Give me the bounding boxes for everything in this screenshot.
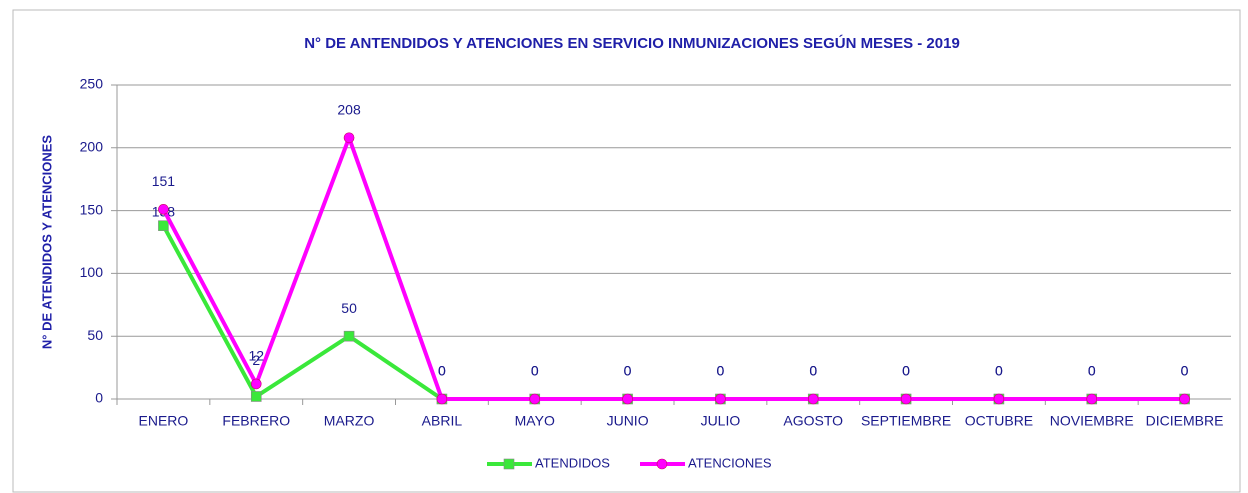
x-tick-label: OCTUBRE <box>965 413 1033 429</box>
legend-label: ATENDIDOS <box>535 455 610 470</box>
data-label: 151 <box>152 173 176 189</box>
data-label: 2 <box>252 352 260 368</box>
data-label: 0 <box>717 363 725 379</box>
data-label: 0 <box>1181 363 1189 379</box>
y-axis-label: N° DE ATENDIDOS Y ATENCIONES <box>39 135 54 350</box>
marker <box>715 393 726 405</box>
x-tick-label: DICIEMBRE <box>1146 413 1224 429</box>
marker <box>343 330 355 342</box>
x-tick-label: SEPTIEMBRE <box>861 413 951 429</box>
chart-title: N° DE ANTENDIDOS Y ATENCIONES EN SERVICI… <box>304 34 960 52</box>
chart-border <box>12 9 1241 493</box>
y-tick-label: 50 <box>87 327 103 343</box>
y-tick-label: 150 <box>80 201 104 217</box>
data-label: 0 <box>902 363 910 379</box>
data-label: 0 <box>438 363 446 379</box>
marker <box>250 391 262 402</box>
x-tick-label: JULIO <box>701 413 741 429</box>
data-label: 0 <box>1181 363 1189 379</box>
x-tick-label: JUNIO <box>607 413 649 429</box>
marker <box>158 220 169 231</box>
marker <box>900 393 912 405</box>
y-tick-label: 200 <box>80 139 104 155</box>
marker <box>1179 393 1190 405</box>
x-tick-label: MARZO <box>324 413 375 429</box>
y-tick-label: 0 <box>95 390 103 406</box>
data-label: 0 <box>624 363 632 379</box>
data-label: 50 <box>341 300 357 316</box>
data-label: 0 <box>531 363 539 379</box>
marker <box>1086 393 1098 405</box>
marker <box>807 393 819 405</box>
legend-label: ATENCIONES <box>688 455 772 470</box>
data-label: 0 <box>531 363 539 379</box>
data-label: 0 <box>809 363 817 379</box>
data-label: 0 <box>995 363 1003 379</box>
data-label: 0 <box>438 363 446 379</box>
data-label: 0 <box>1088 363 1096 379</box>
y-tick-label: 250 <box>80 76 104 92</box>
marker <box>343 132 355 144</box>
marker <box>436 393 448 405</box>
y-tick-label: 100 <box>80 264 104 280</box>
marker <box>250 378 262 390</box>
x-tick-label: FEBRERO <box>222 413 290 429</box>
x-tick-label: ENERO <box>139 413 189 429</box>
x-tick-label: NOVIEMBRE <box>1050 413 1134 429</box>
legend-marker <box>656 458 668 470</box>
marker <box>993 393 1005 405</box>
x-tick-label: AGOSTO <box>783 413 843 429</box>
line <box>161 135 1185 401</box>
marker <box>158 204 169 215</box>
data-label: 12 <box>248 348 264 364</box>
data-label: 0 <box>809 363 817 379</box>
x-tick-label: ABRIL <box>422 413 463 429</box>
marker <box>622 393 633 405</box>
data-label: 0 <box>624 363 632 379</box>
data-label: 208 <box>337 101 361 117</box>
legend-marker <box>503 458 515 470</box>
x-tick-label: MAYO <box>515 413 555 429</box>
data-label: 0 <box>995 363 1003 379</box>
data-label: 0 <box>1088 363 1096 379</box>
marker <box>529 393 541 405</box>
data-label: 0 <box>717 363 725 379</box>
data-label: 0 <box>902 363 910 379</box>
